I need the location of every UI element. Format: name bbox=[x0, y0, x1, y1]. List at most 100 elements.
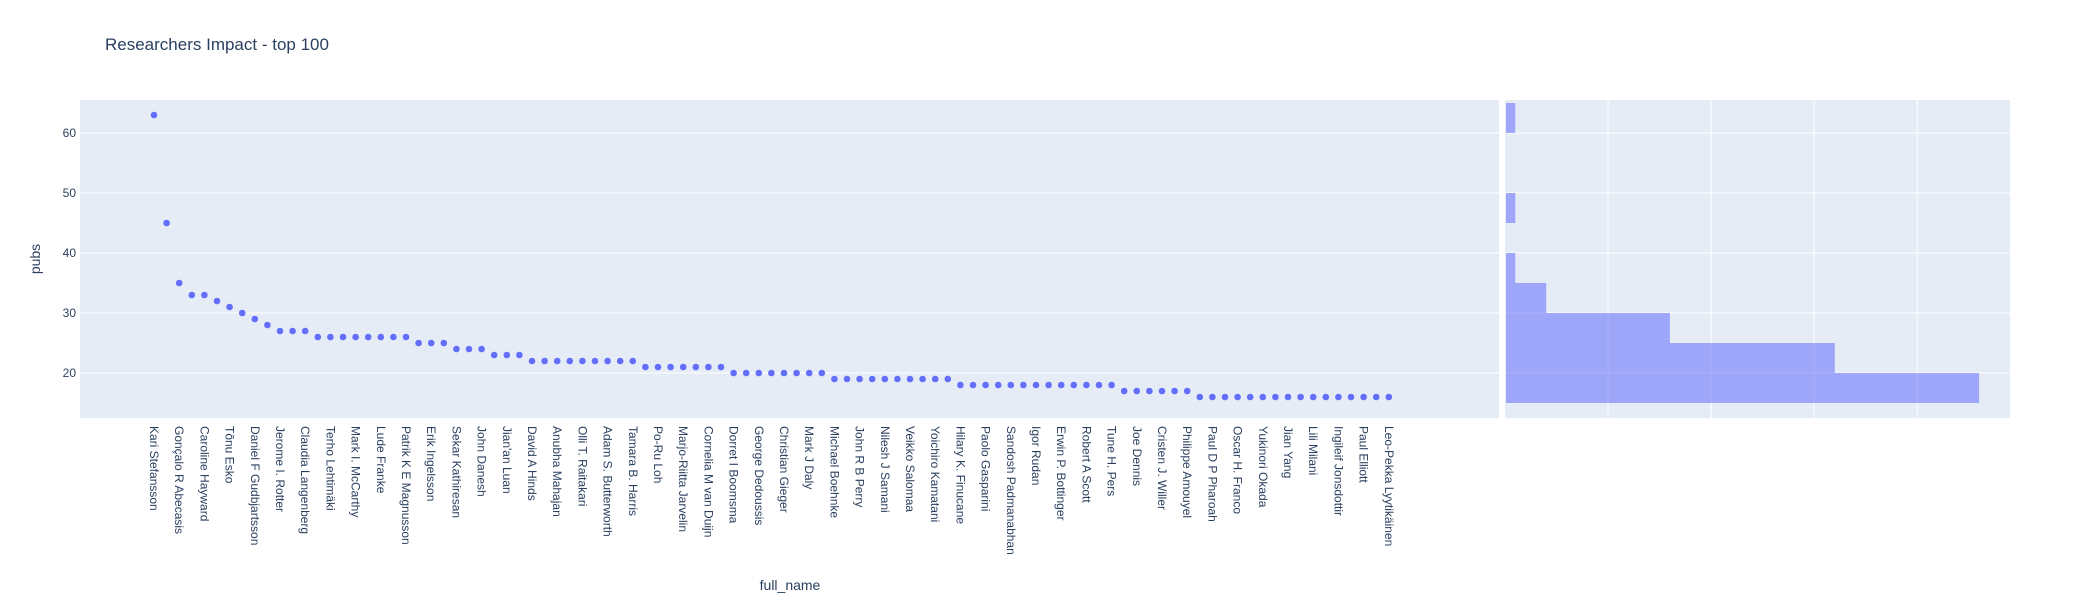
scatter-point bbox=[1297, 393, 1304, 401]
chart-title: Researchers Impact - top 100 bbox=[105, 35, 329, 54]
scatter-point bbox=[856, 375, 863, 383]
scatter-point bbox=[969, 381, 977, 389]
x-tick-label: Jerome I. Rotter bbox=[273, 426, 287, 512]
x-tick-label: Daniel F Gudbjartsson bbox=[248, 426, 262, 545]
scatter-point bbox=[1372, 393, 1380, 401]
scatter-point bbox=[1070, 381, 1078, 389]
scatter-point bbox=[1120, 387, 1128, 395]
x-tick-label: Erik Ingelsson bbox=[424, 426, 438, 501]
y-tick-label: 50 bbox=[63, 186, 77, 200]
scatter-point bbox=[1020, 381, 1027, 389]
y-tick-labels: 20 30 40 50 60 bbox=[63, 126, 77, 380]
scatter-point bbox=[427, 339, 435, 347]
x-tick-label: John R B Perry bbox=[853, 426, 867, 507]
scatter-point bbox=[1108, 381, 1115, 389]
x-tick-label: Cristen J. Willer bbox=[1155, 426, 1169, 510]
scatter-point bbox=[692, 363, 700, 371]
scatter-point bbox=[1032, 381, 1040, 389]
scatter-point bbox=[327, 333, 334, 341]
x-tick-label: Terho Lehtimäki bbox=[323, 426, 337, 511]
x-tick-label: Jian'an Luan bbox=[500, 426, 514, 494]
scatter-point bbox=[1183, 387, 1191, 395]
scatter-point bbox=[188, 291, 196, 299]
scatter-point bbox=[251, 315, 259, 323]
x-tick-label: Veikko Salomaa bbox=[903, 426, 917, 512]
scatter-point bbox=[843, 375, 851, 383]
x-tick-label: Claudia Langenberg bbox=[298, 426, 312, 534]
scatter-point bbox=[579, 357, 586, 365]
x-tick-label: Olli T. Raitakari bbox=[575, 426, 589, 506]
scatter-point bbox=[175, 279, 183, 287]
scatter-point bbox=[616, 357, 624, 365]
scatter-plot-area bbox=[80, 100, 1499, 418]
scatter-point bbox=[1209, 393, 1216, 401]
scatter-point bbox=[944, 375, 952, 383]
scatter-point bbox=[1007, 381, 1015, 389]
scatter-point bbox=[264, 321, 271, 329]
scatter-point bbox=[301, 327, 309, 335]
x-tick-label: Lude Franke bbox=[374, 426, 388, 494]
scatter-point bbox=[352, 333, 359, 341]
scatter-point bbox=[629, 357, 637, 365]
scatter-point bbox=[705, 363, 712, 371]
scatter-point bbox=[1221, 393, 1229, 401]
scatter-point bbox=[238, 309, 246, 317]
x-tick-label: Marjo-Riitta Jarvelin bbox=[676, 426, 690, 532]
histogram-bar bbox=[1506, 283, 1547, 313]
y-tick-label: 30 bbox=[63, 306, 77, 320]
x-tick-label: Joe Dennis bbox=[1130, 426, 1144, 486]
scatter-point bbox=[226, 303, 233, 311]
scatter-point bbox=[717, 363, 725, 371]
x-tick-label: Hilary K. Finucane bbox=[953, 426, 967, 524]
scatter-point bbox=[831, 375, 838, 383]
x-tick-label: Jian Yang bbox=[1281, 426, 1295, 478]
scatter-point bbox=[415, 339, 422, 347]
x-tick-label: Robert A Scott bbox=[1079, 426, 1093, 503]
x-tick-label: Leo-Pekka Lyytikäinen bbox=[1382, 426, 1396, 546]
x-tick-label: Yoichiro Kamatani bbox=[928, 426, 942, 522]
scatter-point bbox=[377, 333, 385, 341]
x-tick-label: Philippe Amouyel bbox=[1180, 426, 1194, 518]
scatter-point bbox=[1095, 381, 1103, 389]
scatter-point bbox=[453, 345, 460, 353]
scatter-point bbox=[541, 357, 548, 365]
y-tick-label: 60 bbox=[63, 126, 77, 140]
scatter-point bbox=[793, 369, 800, 377]
scatter-point bbox=[1385, 393, 1393, 401]
x-tick-label: Gonçalo R Abecasis bbox=[172, 426, 186, 534]
scatter-point bbox=[894, 375, 901, 383]
x-tick-label: Cornelia M van Duijn bbox=[701, 426, 715, 537]
scatter-point bbox=[490, 351, 498, 359]
scatter-point bbox=[730, 369, 737, 377]
x-tick-label: Mark J Daly bbox=[802, 426, 816, 489]
x-tick-label: Kari Stefansson bbox=[147, 426, 161, 511]
scatter-point bbox=[1259, 393, 1267, 401]
x-tick-label: Paul D P Pharoah bbox=[1205, 426, 1219, 522]
scatter-point bbox=[780, 369, 788, 377]
x-tick-label: Erwin P. Bottinger bbox=[1054, 426, 1068, 521]
scatter-point bbox=[339, 333, 347, 341]
x-tick-label: David A Hinds bbox=[525, 426, 539, 501]
x-tick-label: Christian Gieger bbox=[777, 426, 791, 513]
scatter-point bbox=[1322, 393, 1330, 401]
x-tick-label: Michael Boehnke bbox=[827, 426, 841, 518]
scatter-point bbox=[654, 363, 662, 371]
scatter-point bbox=[1045, 381, 1052, 389]
scatter-point bbox=[1158, 387, 1166, 395]
scatter-point bbox=[982, 381, 989, 389]
x-tick-label: Ingileif Jonsdottir bbox=[1331, 426, 1345, 516]
x-tick-label: Adam S. Butterworth bbox=[601, 426, 615, 537]
x-tick-label: Sandosh Padmanabhan bbox=[1004, 426, 1018, 555]
x-tick-labels: Kari Stefansson Gonçalo R Abecasis Carolin… bbox=[147, 426, 1396, 555]
y-axis-title: pubs bbox=[27, 244, 43, 274]
scatter-point bbox=[1347, 393, 1355, 401]
scatter-point bbox=[478, 345, 485, 353]
scatter-point bbox=[201, 291, 208, 299]
scatter-point bbox=[1360, 393, 1367, 401]
scatter-point bbox=[957, 381, 964, 389]
histogram-bars bbox=[1506, 103, 1980, 403]
scatter-point bbox=[1246, 393, 1254, 401]
scatter-point bbox=[1284, 393, 1292, 401]
scatter-point bbox=[742, 369, 750, 377]
